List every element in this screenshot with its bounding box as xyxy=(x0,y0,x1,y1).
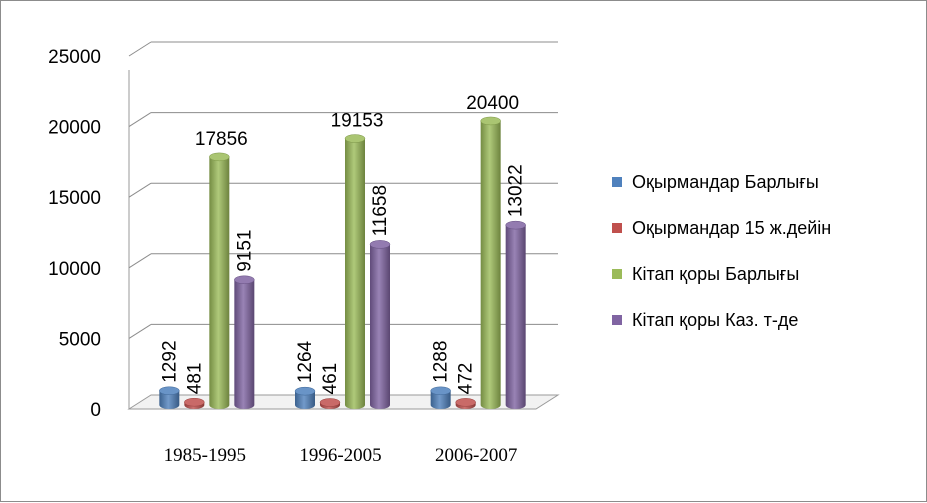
bar-cap xyxy=(344,134,366,143)
bar-body xyxy=(234,279,255,409)
bar-cap xyxy=(455,398,476,407)
bar-cap xyxy=(430,386,451,396)
bar-cap xyxy=(369,240,391,249)
data-label: 481 xyxy=(184,363,205,395)
y-tick-label: 15000 xyxy=(48,188,101,209)
x-category-label: 1985-1995 xyxy=(164,445,246,466)
bar xyxy=(455,398,476,409)
data-label: 17856 xyxy=(195,129,248,150)
data-label: 9151 xyxy=(234,230,255,272)
data-label: 472 xyxy=(456,363,477,395)
bar xyxy=(344,134,366,410)
data-label: 19153 xyxy=(331,111,384,132)
bar xyxy=(184,397,205,409)
legend: Оқырмандар Барлығы Оқырмандар 15 ж.дейін К… xyxy=(612,172,831,330)
data-label: 1288 xyxy=(431,341,452,383)
x-axis-categories: 1985-1995 1996-2005 2006-2007 xyxy=(164,445,518,466)
y-tick-label: 25000 xyxy=(48,47,101,68)
bar xyxy=(294,386,316,409)
bar xyxy=(430,386,451,409)
bar-body xyxy=(480,120,501,410)
bar-body xyxy=(209,156,230,409)
bar xyxy=(159,386,180,409)
x-category-label: 1996-2005 xyxy=(299,445,381,466)
bar-body xyxy=(505,225,526,409)
bar-cap xyxy=(159,386,180,396)
data-label: 11658 xyxy=(370,185,391,236)
y-tick-label: 0 xyxy=(90,400,101,421)
bar-cap xyxy=(294,386,316,396)
legend-item: Оқырмандар Барлығы xyxy=(612,172,819,192)
bar-body xyxy=(295,391,315,409)
data-label: 20400 xyxy=(466,93,519,114)
legend-item: Кітап қоры Барлығы xyxy=(612,264,799,284)
gridline-slant xyxy=(128,182,152,198)
bar-body xyxy=(370,244,390,409)
legend-swatch xyxy=(612,223,622,233)
data-label: 1292 xyxy=(159,340,180,382)
gridline-slant xyxy=(128,41,152,57)
legend-swatch xyxy=(612,315,622,325)
bar-body xyxy=(430,390,451,409)
data-label: 461 xyxy=(320,363,341,395)
legend-swatch xyxy=(612,269,622,279)
bar-body xyxy=(159,390,180,409)
bar xyxy=(369,240,391,409)
legend-item: Кітап қоры Каз. т-де xyxy=(612,310,798,330)
data-labels: 1292 481 17856 9151 1264 461 19153 11658 1288 472… xyxy=(159,93,526,395)
bar-cap xyxy=(184,397,205,407)
data-label: 13022 xyxy=(506,164,527,217)
y-tick-label: 5000 xyxy=(59,329,101,350)
bar xyxy=(505,220,526,409)
bar-cap xyxy=(209,152,230,162)
bar xyxy=(209,152,230,409)
legend-label: Кітап қоры Каз. т-де xyxy=(632,310,798,330)
y-axis-ticks: 0 5000 10000 15000 20000 25000 xyxy=(48,47,101,421)
bar xyxy=(480,116,501,410)
bar-cap xyxy=(505,220,526,230)
gridline-slant xyxy=(128,253,152,269)
gridline-slant xyxy=(128,323,152,339)
data-label: 1264 xyxy=(295,340,316,383)
y-tick-label: 20000 xyxy=(48,118,101,139)
bar-body xyxy=(345,138,365,410)
legend-label: Кітап қоры Барлығы xyxy=(632,264,799,284)
x-category-label: 2006-2007 xyxy=(435,445,517,466)
legend-swatch xyxy=(612,177,622,187)
legend-label: Оқырмандар 15 ж.дейін xyxy=(632,218,831,238)
bar-cap xyxy=(319,398,341,407)
bar xyxy=(234,275,255,409)
bar-cap xyxy=(234,275,255,285)
bars xyxy=(159,116,526,410)
bar-cap xyxy=(480,116,501,126)
bar xyxy=(319,398,341,409)
y-tick-label: 10000 xyxy=(48,259,101,280)
legend-item: Оқырмандар 15 ж.дейін xyxy=(612,218,831,238)
gridline-slant xyxy=(128,112,152,128)
legend-label: Оқырмандар Барлығы xyxy=(632,172,819,192)
